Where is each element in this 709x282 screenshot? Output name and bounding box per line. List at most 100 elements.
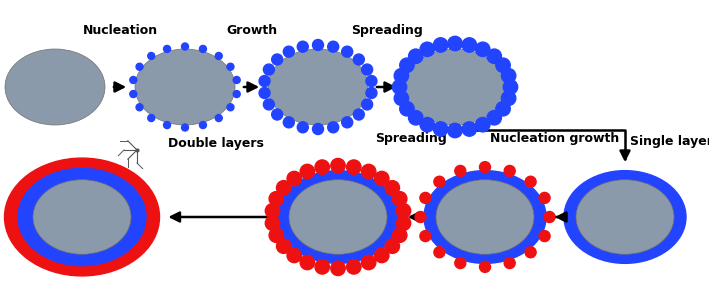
Circle shape	[342, 46, 352, 57]
Circle shape	[313, 39, 323, 50]
Circle shape	[394, 69, 408, 83]
Circle shape	[269, 191, 284, 206]
Circle shape	[539, 192, 550, 203]
Circle shape	[420, 42, 435, 56]
Circle shape	[347, 160, 361, 174]
Circle shape	[227, 63, 234, 70]
Circle shape	[400, 102, 414, 116]
Text: Spreading: Spreading	[351, 25, 423, 38]
Ellipse shape	[135, 49, 235, 125]
Circle shape	[315, 260, 330, 274]
Ellipse shape	[33, 180, 131, 254]
Text: Nucleation growth: Nucleation growth	[491, 132, 620, 145]
Ellipse shape	[405, 49, 505, 125]
Circle shape	[454, 257, 466, 268]
Ellipse shape	[576, 180, 674, 254]
Circle shape	[353, 109, 364, 120]
Circle shape	[259, 87, 270, 98]
Circle shape	[544, 212, 555, 222]
Circle shape	[479, 162, 491, 173]
Circle shape	[374, 171, 389, 186]
Circle shape	[374, 248, 389, 263]
Circle shape	[539, 231, 550, 242]
Circle shape	[147, 114, 155, 122]
Circle shape	[454, 166, 466, 177]
Circle shape	[434, 176, 445, 187]
Circle shape	[462, 38, 476, 52]
Circle shape	[385, 239, 399, 253]
Circle shape	[366, 87, 377, 98]
Circle shape	[385, 181, 399, 195]
Circle shape	[265, 216, 279, 230]
Circle shape	[300, 164, 315, 179]
Circle shape	[362, 164, 376, 179]
Circle shape	[347, 260, 361, 274]
Text: Single layer: Single layer	[630, 135, 709, 149]
Circle shape	[287, 171, 301, 186]
Circle shape	[420, 231, 431, 242]
Circle shape	[448, 123, 462, 138]
Circle shape	[313, 124, 323, 135]
Circle shape	[182, 43, 189, 50]
Circle shape	[396, 204, 411, 218]
Circle shape	[434, 247, 445, 258]
Circle shape	[496, 102, 510, 116]
Ellipse shape	[289, 180, 387, 254]
Ellipse shape	[564, 171, 686, 263]
Circle shape	[420, 118, 435, 132]
Circle shape	[408, 111, 423, 125]
Circle shape	[400, 58, 414, 72]
Circle shape	[362, 255, 376, 270]
Circle shape	[263, 64, 274, 75]
Circle shape	[216, 52, 222, 60]
Circle shape	[342, 117, 352, 128]
Circle shape	[504, 166, 515, 177]
Circle shape	[448, 36, 462, 51]
Circle shape	[136, 104, 143, 111]
Text: Nucleation: Nucleation	[82, 25, 157, 38]
Circle shape	[487, 49, 501, 63]
Circle shape	[284, 46, 294, 57]
Circle shape	[331, 158, 345, 173]
Circle shape	[164, 45, 171, 52]
Text: Double layers: Double layers	[167, 136, 263, 149]
Circle shape	[462, 122, 476, 136]
Circle shape	[287, 248, 301, 263]
Circle shape	[394, 91, 408, 105]
Circle shape	[284, 117, 294, 128]
Circle shape	[277, 181, 291, 195]
Ellipse shape	[4, 158, 160, 276]
Circle shape	[501, 69, 516, 83]
Circle shape	[182, 124, 189, 131]
Circle shape	[328, 41, 339, 52]
Ellipse shape	[436, 180, 534, 254]
Circle shape	[227, 104, 234, 111]
Circle shape	[233, 91, 240, 98]
Circle shape	[353, 54, 364, 65]
Circle shape	[393, 228, 407, 243]
Ellipse shape	[18, 168, 146, 266]
Circle shape	[479, 261, 491, 272]
Circle shape	[263, 99, 274, 110]
Circle shape	[297, 122, 308, 133]
Circle shape	[433, 38, 448, 52]
Circle shape	[415, 212, 426, 222]
Circle shape	[476, 42, 490, 56]
Circle shape	[396, 216, 411, 230]
Text: Spreading: Spreading	[376, 132, 447, 145]
Circle shape	[501, 91, 516, 105]
Circle shape	[164, 122, 171, 129]
Circle shape	[300, 255, 315, 270]
Ellipse shape	[424, 171, 546, 263]
Circle shape	[272, 54, 283, 65]
Circle shape	[366, 76, 377, 87]
Circle shape	[199, 45, 206, 52]
Circle shape	[393, 191, 407, 206]
Circle shape	[525, 176, 536, 187]
Circle shape	[265, 204, 279, 218]
Circle shape	[199, 122, 206, 129]
Circle shape	[331, 261, 345, 276]
Circle shape	[272, 109, 283, 120]
Circle shape	[269, 228, 284, 243]
Circle shape	[297, 41, 308, 52]
